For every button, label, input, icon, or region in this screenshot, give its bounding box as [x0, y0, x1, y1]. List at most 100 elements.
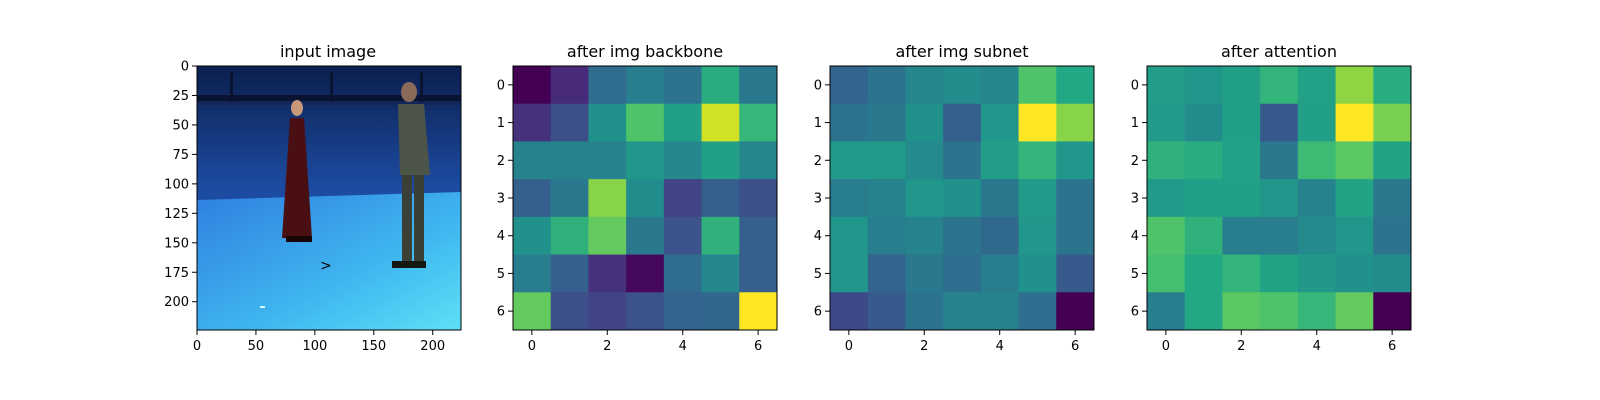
x-tick-label: 4 [1313, 339, 1321, 354]
heatmap-cell [1184, 103, 1223, 142]
heatmap-cell [1373, 141, 1412, 180]
heatmap-cell [1335, 141, 1374, 180]
heatmap-cell [513, 216, 552, 256]
heatmap-cell [943, 141, 982, 180]
heatmap-cell [830, 103, 869, 142]
heatmap-cell [663, 254, 703, 293]
y-tick-label: 125 [164, 207, 189, 222]
y-tick-label: 4 [497, 229, 505, 244]
heatmap-cell [1260, 216, 1299, 256]
heatmap-cell [830, 141, 869, 180]
y-tick-label: 2 [814, 154, 822, 169]
heatmap-cell [701, 216, 740, 256]
heatmap-cell [1373, 179, 1412, 218]
y-tick-label: 5 [497, 267, 505, 282]
heatmap-cell [1260, 66, 1299, 105]
y-tick-label: 6 [814, 305, 822, 320]
heatmap-cells [830, 66, 1095, 331]
y-tick-label: 200 [164, 295, 189, 310]
y-tick-label: 5 [1131, 267, 1139, 282]
heatmap-cell [1056, 292, 1095, 331]
heatmap-cell [1184, 179, 1223, 218]
heatmap-cell [739, 292, 778, 331]
heatmap-cell [701, 141, 740, 180]
heatmap-cell [513, 292, 552, 331]
heatmap-cell [1018, 103, 1057, 142]
x-tick-label: 6 [1071, 339, 1079, 354]
heatmap-cell [1184, 141, 1223, 180]
heatmap-cell [905, 141, 944, 180]
heatmap-cells [1147, 66, 1412, 331]
heatmap-cell [1373, 254, 1412, 293]
heatmap-cell [905, 66, 944, 105]
y-tick-label: 0 [181, 60, 189, 75]
heatmap-cell [1297, 216, 1337, 256]
heatmap-cell [1184, 66, 1223, 105]
heatmap-cell [867, 216, 906, 256]
heatmap-cell [905, 103, 944, 142]
y-tick-label: 1 [497, 116, 505, 131]
heatmap-cell [1147, 179, 1186, 218]
panel-title: after img backbone [567, 42, 723, 61]
heatmap-cell [1147, 254, 1186, 293]
heatmap-cell [980, 103, 1020, 142]
panel-after-img-backbone: after img backbone 0 2 4 6 0 1 2 3 4 5 6 [497, 42, 778, 354]
y-tick-label: 4 [814, 229, 822, 244]
heatmap-cell [1222, 66, 1261, 105]
svg-text:>: > [320, 258, 332, 274]
heatmap-cell [1297, 292, 1337, 331]
heatmap-cell [701, 66, 740, 105]
y-tick-label: 3 [814, 192, 822, 207]
x-tick-label: 100 [302, 339, 327, 354]
y-tick-label: 2 [497, 154, 505, 169]
heatmap-cell [1147, 292, 1186, 331]
heatmap-cell [550, 103, 589, 142]
heatmap-cell [830, 254, 869, 293]
heatmap-cells [513, 66, 778, 331]
x-tick-label: 2 [1237, 339, 1245, 354]
heatmap-cell [943, 66, 982, 105]
heatmap-cell [1056, 66, 1095, 105]
heatmap-cell [588, 66, 627, 105]
heatmap-cell [980, 179, 1020, 218]
heatmap-cell [1260, 179, 1299, 218]
x-tick-label: 0 [845, 339, 853, 354]
heatmap-cell [1184, 216, 1223, 256]
y-tick-label: 3 [497, 192, 505, 207]
y-tick-label: 50 [172, 118, 189, 133]
panel-after-img-subnet: after img subnet 0 2 4 6 0 1 2 3 4 5 6 [814, 42, 1095, 354]
heatmap-cell [867, 292, 906, 331]
heatmap-cell [943, 179, 982, 218]
heatmap-cell [550, 216, 589, 256]
heatmap-cell [1018, 292, 1057, 331]
heatmap-cell [1335, 66, 1374, 105]
heatmap-cell [1222, 292, 1261, 331]
y-tick-label: 3 [1131, 192, 1139, 207]
heatmap-cell [867, 66, 906, 105]
panel-title: input image [280, 42, 376, 61]
heatmap-cell [1147, 216, 1186, 256]
axes-ticks: 0 2 4 6 0 1 2 3 4 5 6 [1131, 78, 1397, 354]
heatmap-cell [1260, 103, 1299, 142]
heatmap-cell [739, 103, 778, 142]
heatmap-cell [1184, 292, 1223, 331]
y-tick-label: 1 [1131, 116, 1139, 131]
heatmap-cell [550, 292, 589, 331]
heatmap-cell [1147, 66, 1186, 105]
heatmap-cell [1373, 216, 1412, 256]
heatmap-cell [663, 103, 703, 142]
heatmap-cell [1222, 141, 1261, 180]
heatmap-cell [1056, 254, 1095, 293]
heatmap-cell [1018, 179, 1057, 218]
heatmap-cell [626, 216, 665, 256]
x-tick-label: 150 [361, 339, 386, 354]
x-tick-label: 0 [193, 339, 201, 354]
heatmap-cell [1056, 216, 1095, 256]
axes-ticks: 0 2 4 6 0 1 2 3 4 5 6 [814, 78, 1080, 354]
x-tick-label: 0 [528, 339, 536, 354]
heatmap-cell [905, 292, 944, 331]
heatmap-cell [1335, 103, 1374, 142]
heatmap-cell [943, 292, 982, 331]
heatmap-cell [739, 179, 778, 218]
heatmap-cell [701, 254, 740, 293]
